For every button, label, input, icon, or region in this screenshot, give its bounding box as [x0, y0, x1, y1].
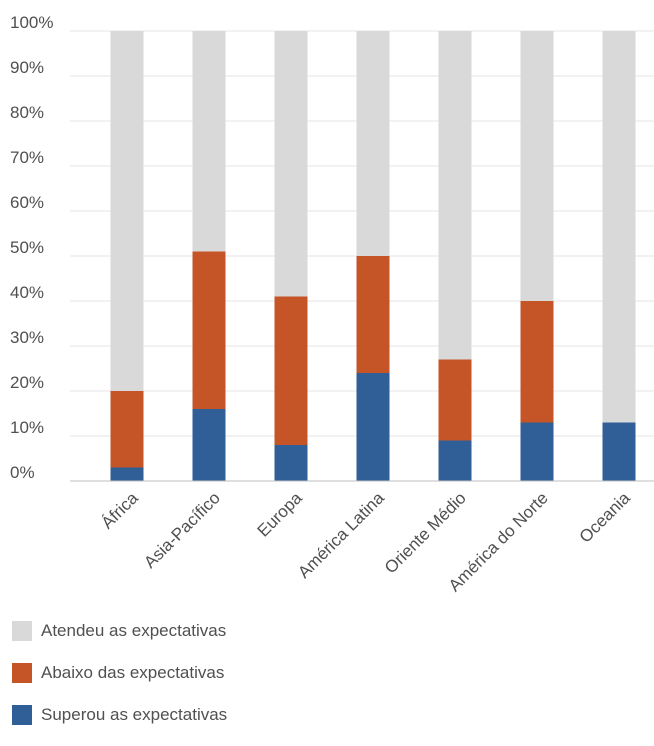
- bar-segment: [602, 31, 636, 423]
- y-tick-label: 30%: [10, 328, 44, 347]
- y-tick-label: 40%: [10, 283, 44, 302]
- bar-segment: [520, 301, 554, 423]
- y-tick-label: 50%: [10, 238, 44, 257]
- x-tick-label: Europa: [254, 488, 307, 541]
- bar-segment: [192, 31, 226, 252]
- y-tick-label: 80%: [10, 103, 44, 122]
- legend-label-met: Atendeu as expectativas: [41, 621, 227, 640]
- x-tick-label: Asia-Pacífico: [140, 488, 224, 572]
- bar-segment: [356, 31, 390, 256]
- y-tick-label: 70%: [10, 148, 44, 167]
- bar-segment: [110, 391, 144, 468]
- legend-item-exceeded: Superou as expectativas: [12, 704, 642, 726]
- y-axis-tick-labels: 0% 10% 20% 30% 40% 50% 60% 70% 80% 90% 100%: [10, 13, 53, 482]
- bars: [110, 31, 636, 481]
- legend-item-met: Atendeu as expectativas: [12, 620, 642, 642]
- y-tick-label: 60%: [10, 193, 44, 212]
- bar-segment: [110, 467, 144, 481]
- x-tick-label: América Latina: [294, 488, 388, 582]
- y-tick-label: 20%: [10, 373, 44, 392]
- legend-item-below: Abaixo das expectativas: [12, 662, 642, 684]
- bar-segment: [520, 31, 554, 301]
- bar-segment: [356, 256, 390, 373]
- legend: Atendeu as expectativas Abaixo das expec…: [12, 620, 642, 746]
- bar-segment: [274, 31, 308, 297]
- bar-segment: [520, 422, 554, 481]
- x-tick-label: Oceania: [576, 488, 635, 547]
- y-tick-label: 90%: [10, 58, 44, 77]
- legend-swatch-exceeded: [12, 705, 32, 725]
- bar-segment: [274, 445, 308, 481]
- legend-label-below: Abaixo das expectativas: [41, 663, 225, 682]
- bar-segment: [356, 373, 390, 481]
- bar-segment: [438, 31, 472, 360]
- bar-segment: [192, 409, 226, 481]
- y-tick-label: 0%: [10, 463, 35, 482]
- stacked-bar-chart: 0% 10% 20% 30% 40% 50% 60% 70% 80% 90% 100% África…: [10, 13, 654, 595]
- y-tick-label: 10%: [10, 418, 44, 437]
- legend-label-exceeded: Superou as expectativas: [41, 705, 228, 724]
- bar-segment: [110, 31, 144, 391]
- bar-segment: [438, 359, 472, 441]
- legend-swatch-met: [12, 621, 32, 641]
- y-tick-label: 100%: [10, 13, 53, 32]
- bar-segment: [438, 440, 472, 481]
- bar-segment: [602, 422, 636, 481]
- legend-swatch-below: [12, 663, 32, 683]
- bar-segment: [192, 251, 226, 409]
- bar-segment: [274, 296, 308, 445]
- x-tick-label: Oriente Médio: [381, 488, 470, 577]
- x-tick-label: África: [98, 488, 143, 533]
